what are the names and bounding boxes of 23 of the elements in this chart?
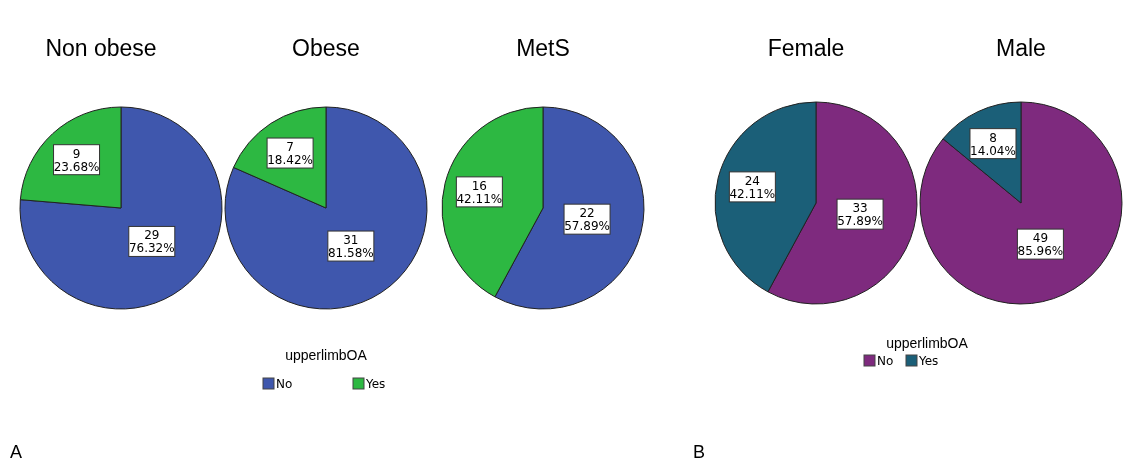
chart-title: Male xyxy=(996,35,1046,61)
data-label: 7 18.42% xyxy=(267,140,313,168)
data-label: 33 57.89% xyxy=(837,201,883,229)
chart-title: Female xyxy=(767,35,845,61)
data-label: 31 81.58% xyxy=(327,233,374,261)
legend-label: No xyxy=(877,354,894,368)
data-label: 16 42.11% xyxy=(456,178,503,206)
data-label: 49 85.96% xyxy=(1017,231,1064,259)
text: A xyxy=(10,442,23,462)
legend-title: upperlimbOA xyxy=(886,335,969,351)
legend-label: Yes xyxy=(918,354,939,368)
legend-title: upperlimbOA xyxy=(285,347,368,363)
text: B xyxy=(693,442,706,462)
data-label: 22 57.89% xyxy=(564,206,610,234)
data-label: 24 42.11% xyxy=(729,173,776,201)
chart-title: Non obese xyxy=(45,35,157,61)
data-label: 8 14.04% xyxy=(970,130,1016,158)
data-label: 9 23.68% xyxy=(53,146,100,174)
legend-label: No xyxy=(276,377,293,391)
legend-label: Yes xyxy=(365,377,386,391)
data-label: 29 76.32% xyxy=(128,228,175,256)
chart-title: Obese xyxy=(292,35,360,61)
chart-title: MetS xyxy=(516,35,570,61)
